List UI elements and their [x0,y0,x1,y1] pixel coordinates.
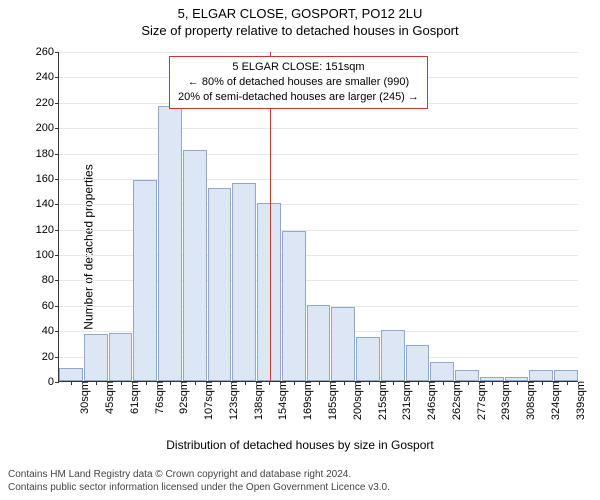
grid-line [59,154,578,155]
chart-container: Number of detached properties 0204060801… [0,42,600,452]
y-tick-label: 120 [36,224,59,236]
x-tick-label: 154sqm [273,381,289,420]
x-tick-label: 277sqm [472,381,488,420]
histogram-bar [232,183,256,381]
footnote-line-2: Contains public sector information licen… [8,481,390,494]
histogram-bar [455,370,479,381]
y-tick-label: 220 [36,97,59,109]
x-tick-mark [269,381,270,385]
x-tick-label: 92sqm [174,381,190,414]
y-tick-label: 80 [42,274,59,286]
callout-line-1: 5 ELGAR CLOSE: 151sqm [178,60,419,75]
x-tick-mark [517,381,518,385]
x-tick-mark [344,381,345,385]
histogram-bar [554,370,578,381]
footnote-line-1: Contains HM Land Registry data © Crown c… [8,468,390,481]
x-tick-mark [71,381,72,385]
callout-line-2: ← 80% of detached houses are smaller (99… [178,75,419,90]
histogram-bar [430,362,454,381]
histogram-bar [84,334,108,381]
y-tick-label: 0 [48,376,59,388]
x-tick-label: 169sqm [298,381,314,420]
title-sub: Size of property relative to detached ho… [0,21,600,42]
y-tick-label: 140 [36,198,59,210]
histogram-bar [282,231,306,381]
x-tick-mark [443,381,444,385]
x-tick-label: 138sqm [249,381,265,420]
x-tick-label: 339sqm [571,381,587,420]
plot-area: 02040608010012014016018020022024026030sq… [58,52,578,382]
x-tick-mark [319,381,320,385]
x-tick-label: 45sqm [100,381,116,414]
histogram-bar [406,345,430,381]
x-tick-mark [121,381,122,385]
x-tick-label: 61sqm [125,381,141,414]
x-tick-mark [468,381,469,385]
x-tick-mark [492,381,493,385]
x-tick-label: 308sqm [521,381,537,420]
x-tick-label: 262sqm [447,381,463,420]
y-tick-label: 180 [36,148,59,160]
histogram-bar [59,368,83,381]
x-axis-label: Distribution of detached houses by size … [0,438,600,452]
x-tick-label: 30sqm [75,381,91,414]
x-tick-label: 246sqm [422,381,438,420]
x-tick-label: 107sqm [199,381,215,420]
y-tick-label: 20 [42,351,59,363]
x-tick-mark [542,381,543,385]
callout-box: 5 ELGAR CLOSE: 151sqm ← 80% of detached … [169,56,428,109]
y-tick-label: 100 [36,249,59,261]
x-tick-mark [220,381,221,385]
histogram-bar [307,305,331,381]
x-tick-label: 185sqm [323,381,339,420]
histogram-bar [208,188,232,381]
footnote: Contains HM Land Registry data © Crown c… [8,468,390,494]
histogram-bar [133,180,157,381]
x-tick-label: 123sqm [224,381,240,420]
title-main: 5, ELGAR CLOSE, GOSPORT, PO12 2LU [0,0,600,21]
y-tick-label: 160 [36,173,59,185]
x-tick-label: 200sqm [348,381,364,420]
y-tick-label: 240 [36,71,59,83]
x-tick-mark [393,381,394,385]
x-tick-mark [418,381,419,385]
x-tick-mark [146,381,147,385]
grid-line [59,128,578,129]
y-tick-label: 40 [42,325,59,337]
x-tick-label: 324sqm [546,381,562,420]
x-tick-mark [567,381,568,385]
callout-line-3: 20% of semi-detached houses are larger (… [178,90,419,105]
x-tick-label: 293sqm [496,381,512,420]
x-tick-mark [170,381,171,385]
histogram-bar [109,333,133,381]
histogram-bar [331,307,355,381]
x-tick-label: 231sqm [397,381,413,420]
x-tick-mark [294,381,295,385]
histogram-bar [356,337,380,381]
grid-line [59,52,578,53]
histogram-bar [529,370,553,381]
y-tick-label: 200 [36,122,59,134]
x-tick-label: 76sqm [150,381,166,414]
x-tick-mark [96,381,97,385]
x-tick-mark [369,381,370,385]
histogram-bar [158,106,182,381]
histogram-bar [183,150,207,381]
y-tick-label: 60 [42,300,59,312]
y-tick-label: 260 [36,46,59,58]
x-tick-mark [245,381,246,385]
x-tick-mark [195,381,196,385]
histogram-bar [381,330,405,381]
x-tick-label: 215sqm [373,381,389,420]
